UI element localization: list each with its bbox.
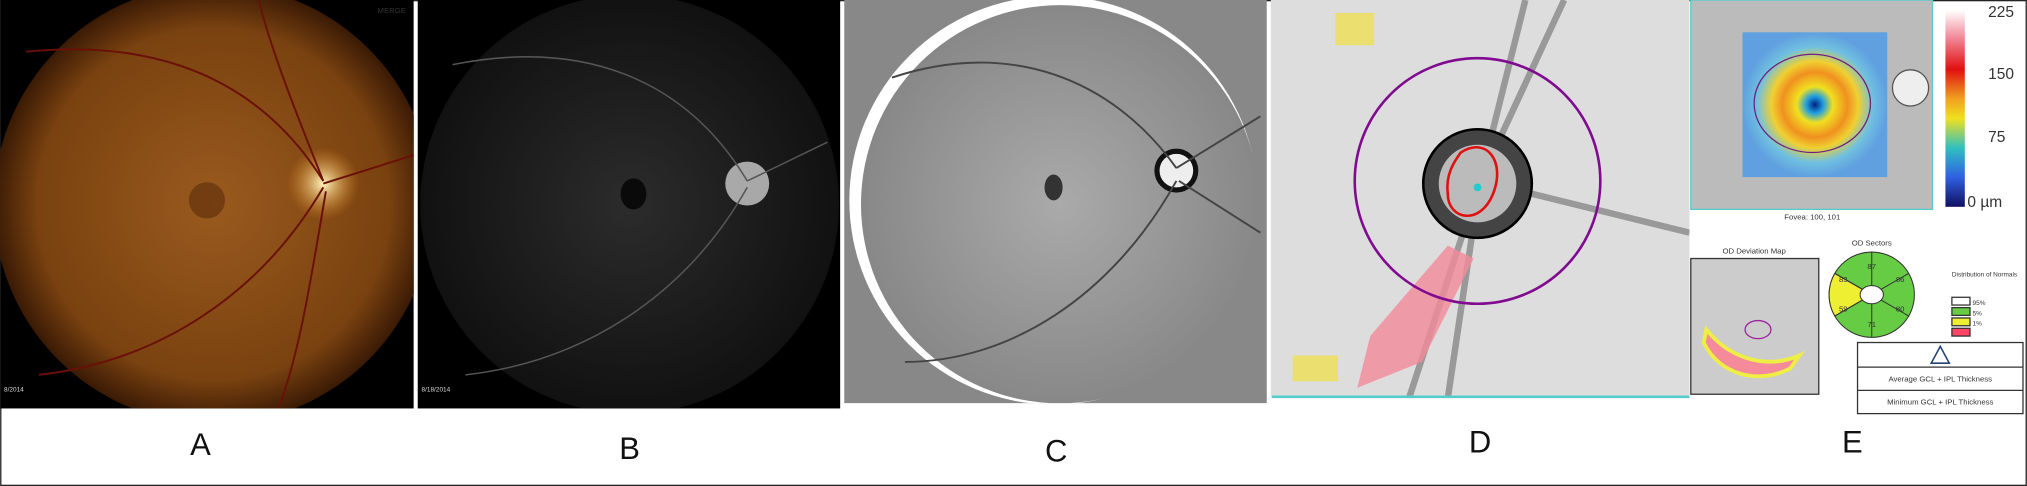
shape [1175, 115, 1261, 169]
shape [860, 5, 1260, 404]
image-a [0, 0, 414, 409]
panel-label: C [1045, 433, 1067, 468]
legend-title: Distribution of Normals [1952, 272, 2017, 279]
shape [465, 187, 748, 376]
panel-label: B [619, 431, 640, 466]
cb-label: 75 [1988, 129, 2005, 146]
fovea: Fovea: 100, 101 [1784, 213, 1840, 222]
shape [25, 0, 414, 409]
cb-label: 150 [1988, 66, 2014, 83]
title: OD Sectors [1852, 239, 1892, 248]
shape [1292, 355, 1338, 382]
shape [1335, 12, 1375, 46]
shape [277, 191, 327, 409]
shape [1951, 306, 1971, 317]
border [1272, 395, 1690, 399]
sector: 80 [1896, 305, 1905, 314]
shape [25, 48, 325, 182]
ellipse [1753, 53, 1872, 154]
panel-label: D [1469, 424, 1491, 459]
panel-label: A [190, 427, 211, 462]
sector: 87 [1867, 262, 1876, 271]
colorbar [1945, 10, 1965, 207]
shape [1859, 285, 1884, 305]
shape [1744, 319, 1772, 340]
row: Minimum GCL + IPL Thickness [1887, 398, 1993, 407]
shape [1357, 245, 1474, 388]
title: OD Deviation Map [1722, 246, 1785, 255]
shape [257, 0, 325, 182]
shape [1951, 327, 1971, 337]
shape [322, 154, 414, 185]
shape [1951, 317, 1971, 327]
sectors [1828, 251, 1915, 338]
shape [746, 141, 828, 182]
shape [1353, 56, 1602, 306]
shape [1473, 183, 1482, 192]
shape [452, 56, 748, 182]
cb-label: 0 µm [1967, 194, 2002, 211]
date: 8/2014 [4, 387, 24, 394]
shape [38, 186, 325, 376]
shape [1701, 325, 1806, 379]
sector: 86 [1896, 275, 1905, 284]
shape [1951, 296, 1971, 306]
legend: 95% [1973, 300, 1986, 307]
row: Average GCL + IPL Thickness [1888, 374, 1992, 383]
image-b [417, 0, 841, 409]
legend: 5% [1973, 310, 1983, 317]
shape [891, 61, 1261, 363]
disc [1891, 69, 1930, 107]
warning-icon [1929, 344, 1951, 364]
sector: 71 [1867, 320, 1876, 329]
panel-label: E [1842, 424, 1863, 459]
shape [188, 182, 226, 219]
stamp: MERGE [378, 6, 406, 15]
shape [1154, 148, 1199, 193]
shape [620, 178, 647, 210]
shape [725, 161, 770, 206]
shape [1828, 272, 1873, 317]
shape [1044, 174, 1063, 201]
shape [1446, 145, 1499, 217]
shape [904, 180, 1178, 363]
legend: 1% [1973, 321, 1983, 328]
sector: 59 [1839, 305, 1848, 314]
sector: 83 [1839, 275, 1848, 284]
image-d [1270, 0, 1690, 399]
image-c [844, 0, 1267, 404]
shape [891, 61, 1178, 169]
shape [452, 56, 828, 376]
date: 8/18/2014 [422, 387, 451, 394]
shape [1178, 180, 1261, 234]
cb-label: 225 [1988, 4, 2014, 21]
